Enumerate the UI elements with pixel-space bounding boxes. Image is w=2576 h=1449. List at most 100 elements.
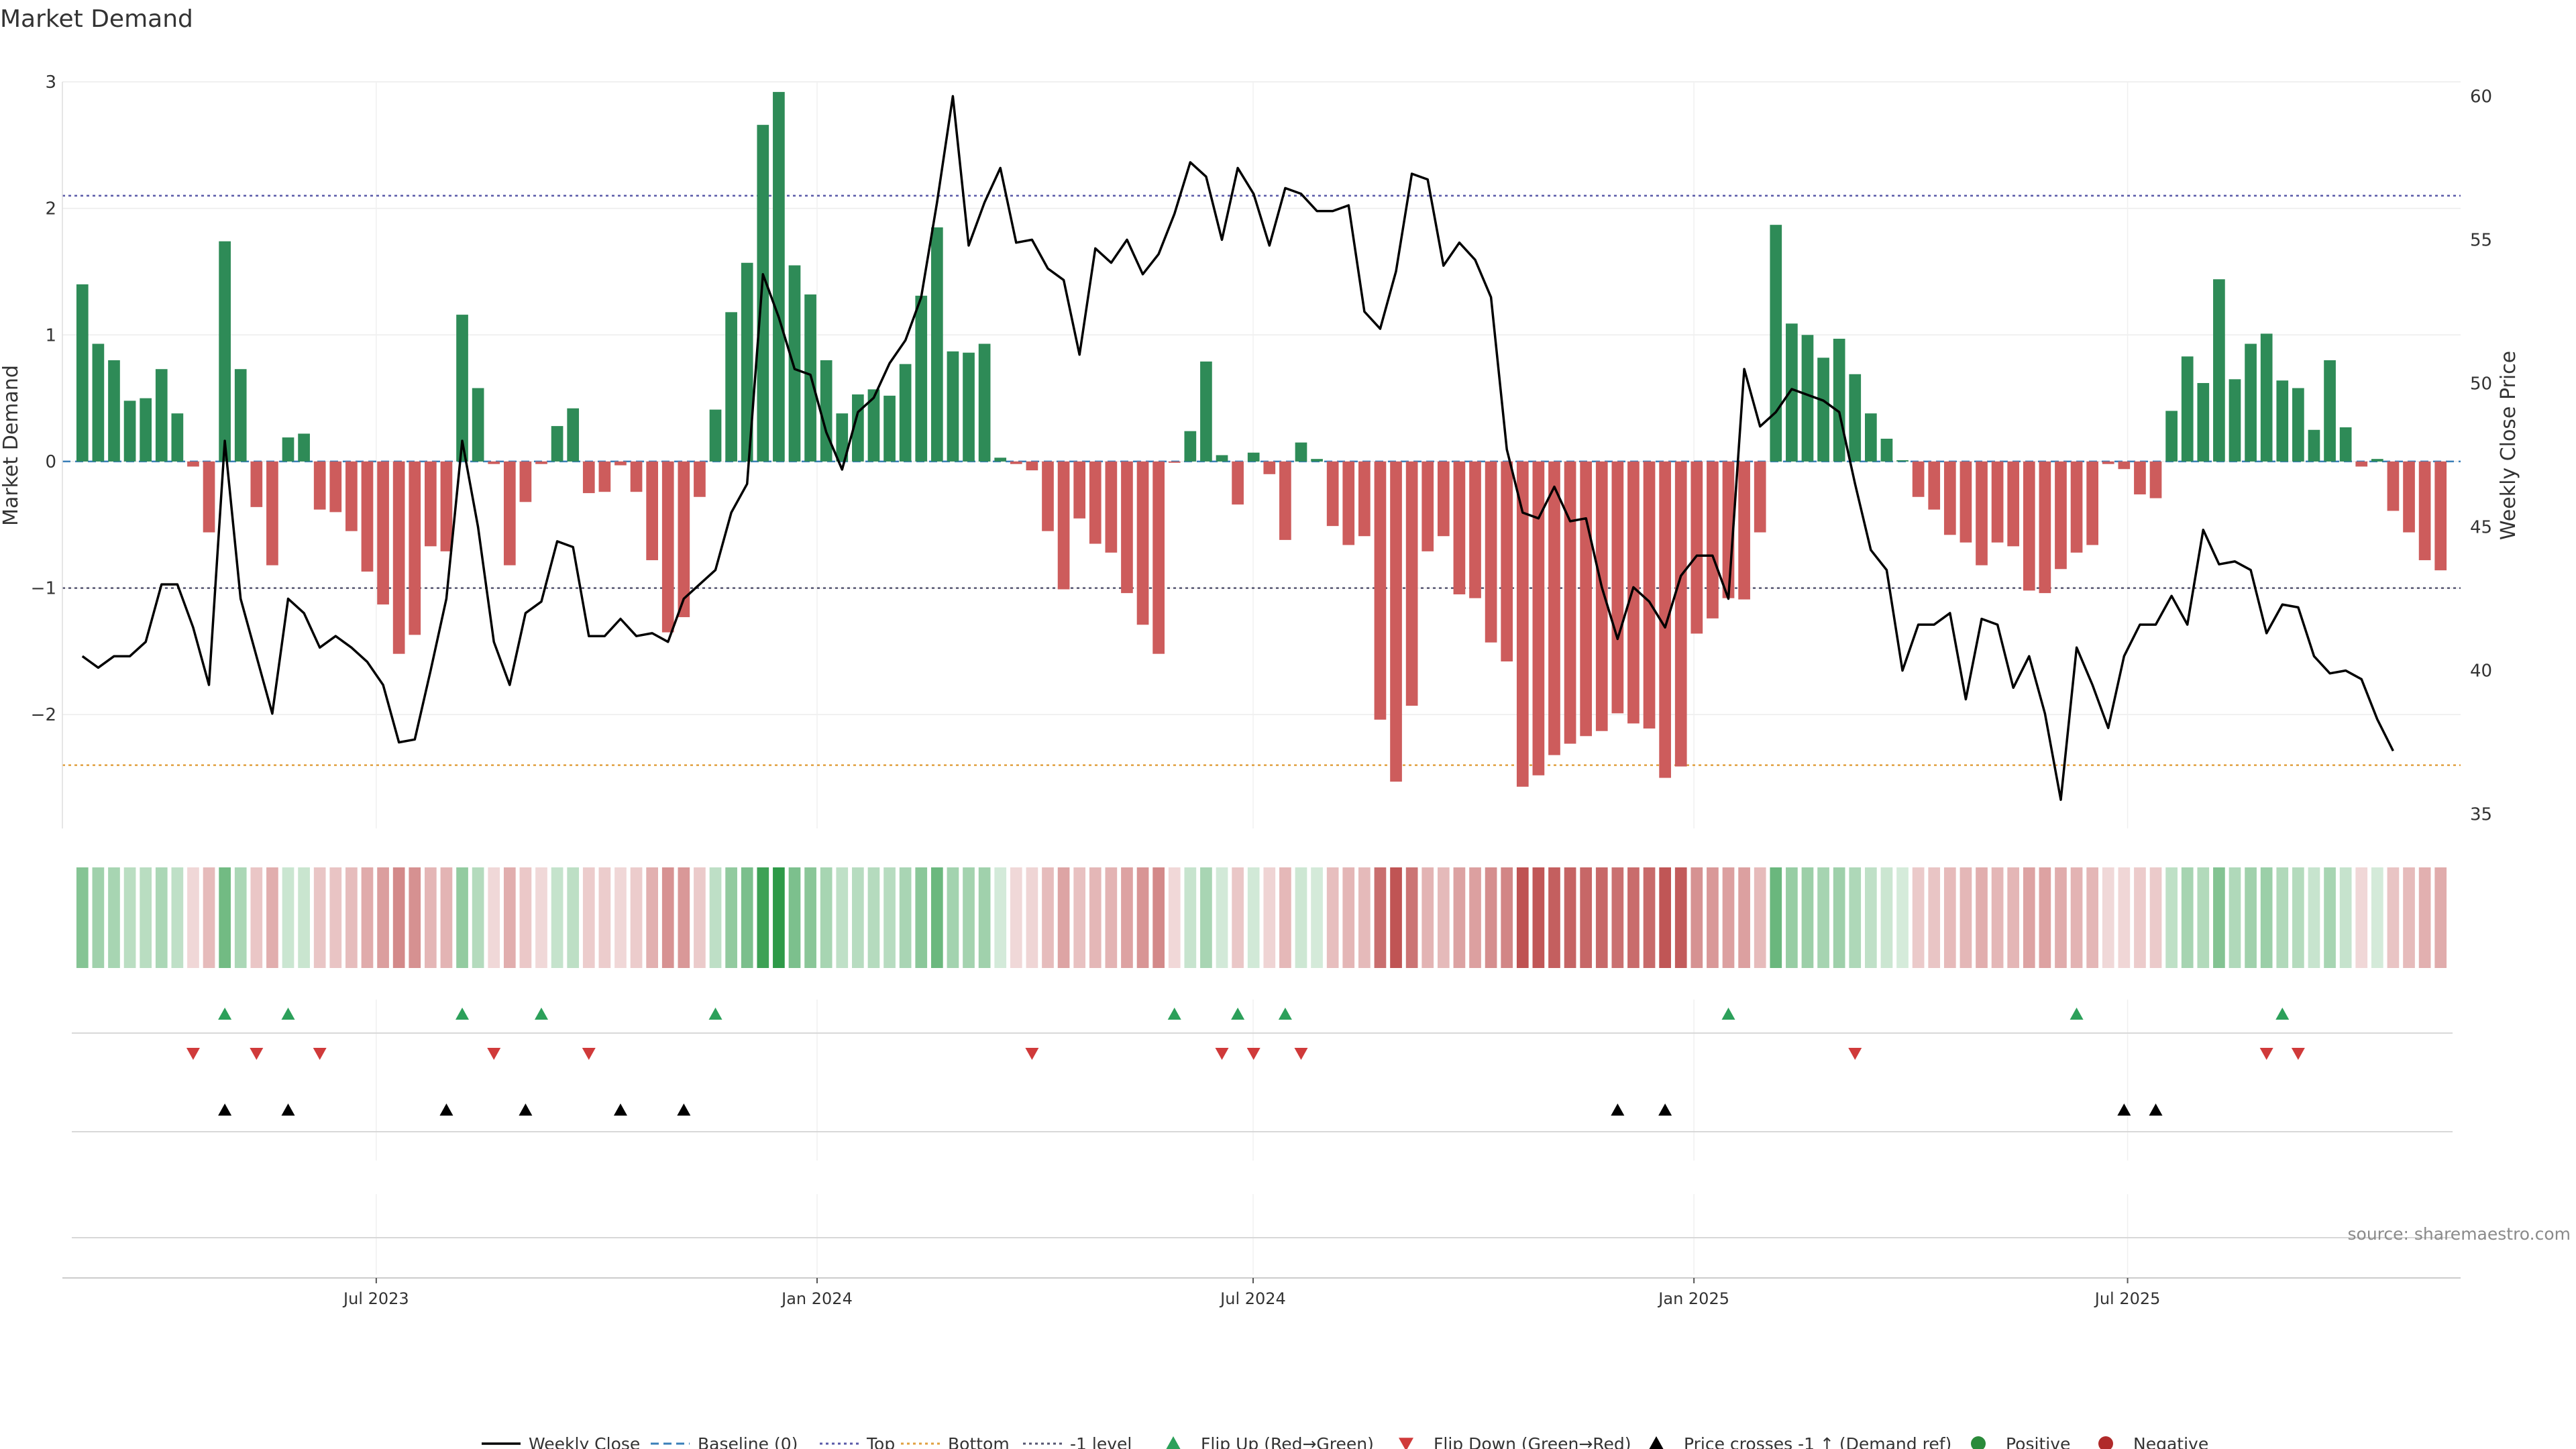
heat-cell [409,867,421,968]
heat-cell [1928,867,1941,968]
demand-bar [661,461,674,633]
flip-down-marker [1025,1048,1039,1060]
demand-bar [2102,461,2114,464]
y-tick-label: 3 [45,72,56,93]
heat-cell [646,867,659,968]
demand-bar [1976,461,1988,566]
heat-cell [140,867,152,968]
flip-down-marker [2291,1048,2305,1060]
demand-bar [1880,438,1893,462]
legend-label: Price crosses -1 ↑ (Demand ref) [1684,1434,1951,1449]
heat-cell [694,867,706,968]
flip-up-marker [281,1008,295,1020]
heat-cell [1754,867,1766,968]
demand-bar [123,400,136,462]
heat-cell [1501,867,1513,968]
heat-cell [1136,867,1149,968]
demand-bar [1849,374,1862,462]
heat-cell [1595,867,1608,968]
gridlines [62,81,2461,1275]
demand-bar [1421,461,1434,551]
heat-cell [614,867,627,968]
legend: Weekly Close Baseline (0) Top Bottom -1 leve… [482,1434,2208,1449]
demand-bar [1627,461,1640,724]
legend-item-flip_up: Flip Up (Red→Green) [1166,1434,1374,1449]
y-axis-label: Market Demand [0,365,23,526]
heat-cell [1991,867,2004,968]
heat-cell [123,867,136,968]
heat-cell [2149,867,2162,968]
demand-bar [820,360,833,462]
legend-label: Flip Up (Red→Green) [1201,1434,1374,1449]
demand-bar [694,461,706,497]
demand-bar [1469,461,1481,598]
heat-cell [1643,867,1656,968]
demand-bar [1928,461,1941,510]
heat-cell [1374,867,1387,968]
heat-cell [2055,867,2067,968]
heat-cell [1864,867,1877,968]
price-cross-marker [677,1104,691,1116]
demand-bar [1659,461,1671,778]
heat-cell [298,867,310,968]
heat-cell [440,867,453,968]
demand-bar [630,461,643,492]
demand-bar [1643,461,1656,729]
heat-cell [1089,867,1102,968]
flip-down-marker [313,1048,327,1060]
heat-cell [1121,867,1133,968]
demand-bar [2007,461,2020,547]
demand-bar [1042,461,1054,531]
demand-bar [2355,461,2368,467]
heat-cell [472,867,484,968]
heat-cell [2245,867,2257,968]
demand-bar [2418,461,2431,561]
heat-cell [1026,867,1038,968]
demand-bar [1232,461,1244,505]
flip-down-marker [250,1048,264,1060]
heat-cell [1485,867,1497,968]
demand-bar [345,461,358,531]
flip-up-marker [455,1008,470,1020]
demand-bar [361,461,374,572]
legend-item-top: Top [820,1434,895,1449]
flip-down-marker [582,1048,596,1060]
demand-bar [836,413,849,462]
demand-heat-strip [76,867,2447,968]
y2-tick-label: 40 [2470,661,2492,682]
heat-cell [203,867,215,968]
y-axis: 3 2 1 0 −1 −2 [31,72,63,828]
demand-bar [1801,335,1814,462]
demand-bar [219,241,231,462]
heat-cell [852,867,864,968]
demand-bar [1010,461,1022,464]
heat-cell [1184,867,1197,968]
price-cross-marker [613,1104,627,1116]
heat-cell [551,867,564,968]
demand-bar [2149,461,2162,498]
heat-cell [1152,867,1165,968]
heat-cell [2023,867,2035,968]
heat-cell [1690,867,1703,968]
demand-bar [646,461,659,561]
heat-cell [630,867,643,968]
demand-bar [329,461,342,513]
demand-bar [2324,360,2336,462]
demand-bar [1026,461,1038,471]
demand-bar [1516,461,1529,787]
demand-bar [2086,461,2098,545]
heat-cell [1738,867,1750,968]
heat-cell [282,867,294,968]
x-tick-label: Jan 2024 [780,1289,853,1308]
demand-bar [2292,388,2304,462]
demand-bar [298,433,310,462]
heat-cell [963,867,975,968]
heat-cell [1833,867,1845,968]
heat-cell [1263,867,1276,968]
heat-cell [1057,867,1070,968]
demand-bar [2134,461,2146,494]
heat-cell [1437,867,1450,968]
heat-cell [1611,867,1624,968]
legend-swatch [1166,1436,1181,1449]
demand-bar [883,395,896,462]
